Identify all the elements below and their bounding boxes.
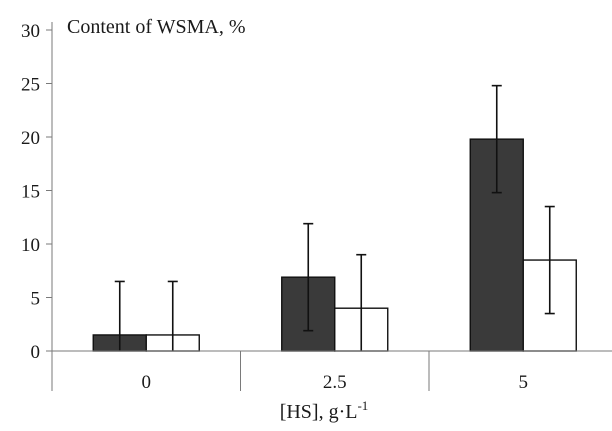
y-axis-tick-labels: 0 5 10 15 20 25 30: [21, 21, 40, 363]
y-tick-label: 20: [21, 128, 40, 149]
x-axis-label-superscript: -1: [357, 398, 368, 413]
y-tick-label: 25: [21, 75, 40, 96]
y-tick-label: 0: [31, 342, 41, 363]
x-axis-label: [HS], g·L-1: [280, 398, 369, 423]
y-axis-ticks: [46, 29, 52, 352]
chart-title: Content of WSMA, %: [67, 16, 246, 38]
x-axis-label-main: [HS], g·L: [280, 401, 358, 423]
error-bars: [114, 84, 555, 351]
y-tick-label: 5: [31, 289, 41, 310]
y-tick-label: 10: [21, 235, 40, 256]
bars: [92, 138, 577, 352]
x-category-label: 0: [142, 372, 152, 393]
x-category-label: 2.5: [323, 372, 347, 393]
y-tick-label: 15: [21, 182, 40, 203]
x-axis-category-labels: 0 2.5 5: [142, 372, 529, 393]
y-tick-label: 30: [21, 21, 40, 42]
x-category-label: 5: [519, 372, 529, 393]
x-axis-category-dividers: [240, 351, 430, 391]
